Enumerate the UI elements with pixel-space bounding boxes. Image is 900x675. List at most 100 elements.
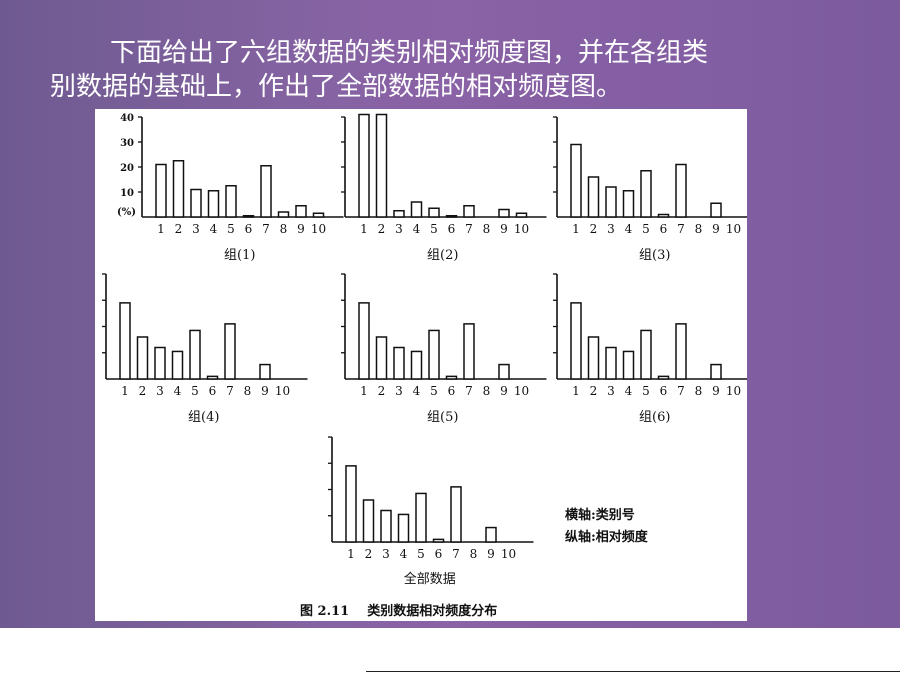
bar	[136, 336, 149, 380]
x-tick-label: 5	[430, 222, 438, 236]
x-tick-label: 2	[378, 384, 386, 398]
x-tick-label: 1	[572, 222, 580, 236]
x-tick-label: 10	[514, 222, 529, 236]
x-tick-label: 8	[470, 547, 478, 561]
x-tick-label: 3	[607, 384, 615, 398]
bar	[710, 363, 722, 380]
x-tick-label: 1	[121, 384, 129, 398]
bar	[380, 509, 392, 543]
bar	[675, 323, 687, 380]
bar	[259, 363, 271, 380]
x-tick-label: 7	[226, 384, 234, 398]
bar	[463, 323, 475, 380]
x-tick-label: 9	[297, 222, 305, 236]
bar	[640, 170, 652, 218]
legend-x-axis: 横轴:类别号	[565, 507, 635, 523]
x-tick-label: 10	[275, 384, 290, 398]
bar	[190, 188, 202, 218]
bar	[622, 350, 635, 380]
x-tick-label: 7	[677, 384, 685, 398]
bar	[277, 211, 290, 218]
figure-svg: 横轴:类别号 纵轴:相对频度 图 2.11 类别数据相对频度分布 40 30 20 1…	[102, 113, 747, 619]
x-tick-label: 1	[360, 222, 368, 236]
x-tick-label: 5	[227, 222, 235, 236]
bar	[657, 213, 670, 218]
chart-title: 组(2)	[427, 248, 458, 263]
bar	[570, 143, 582, 218]
bar	[587, 176, 600, 218]
bar	[498, 363, 510, 380]
y-tick-label: 40	[120, 113, 134, 124]
x-tick-label: 6	[435, 547, 443, 561]
x-tick-label: 9	[712, 384, 720, 398]
x-tick-label: 4	[400, 547, 408, 561]
bar	[155, 163, 167, 218]
bar	[498, 208, 510, 218]
x-tick-label: 3	[192, 222, 200, 236]
bar	[410, 350, 423, 380]
chart-title: 全部数据	[404, 571, 456, 587]
bar	[570, 302, 582, 380]
x-tick-label: 3	[156, 384, 164, 398]
x-tick-label: 5	[430, 384, 438, 398]
bottom-divider	[366, 671, 900, 672]
chart-title: 组(6)	[639, 410, 670, 425]
figure-caption: 图 2.11 类别数据相对频度分布	[300, 603, 497, 619]
bar	[242, 215, 255, 218]
x-tick-label: 6	[209, 384, 217, 398]
y-tick-label: 20	[120, 163, 134, 174]
x-tick-label: 9	[712, 222, 720, 236]
x-tick-label: 6	[245, 222, 253, 236]
bar	[207, 190, 220, 218]
x-tick-label: 2	[378, 222, 386, 236]
bar	[605, 346, 617, 380]
x-tick-label: 8	[483, 222, 491, 236]
x-tick-label: 5	[642, 222, 650, 236]
x-tick-label: 4	[625, 222, 633, 236]
x-tick-label: 3	[607, 222, 615, 236]
x-tick-label: 6	[448, 222, 456, 236]
intro-text: 下面给出了六组数据的类别相对频度图，并在各组类 别数据的基础上，作出了全部数据的…	[50, 36, 850, 104]
x-tick-label: 6	[660, 384, 668, 398]
bar	[171, 350, 184, 380]
bar	[415, 492, 427, 543]
x-tick-label: 6	[660, 222, 668, 236]
bar	[710, 202, 722, 218]
x-tick-label: 2	[590, 384, 598, 398]
x-tick-label: 7	[452, 547, 460, 561]
bar	[189, 329, 201, 380]
x-tick-label: 9	[500, 384, 508, 398]
chart-title: 组(1)	[224, 248, 255, 263]
x-tick-label: 7	[465, 222, 473, 236]
bar	[358, 302, 370, 380]
bar	[605, 186, 617, 218]
x-tick-label: 8	[483, 384, 491, 398]
x-tick-label: 1	[157, 222, 165, 236]
bar	[410, 201, 423, 218]
x-tick-label: 3	[395, 222, 403, 236]
x-tick-label: 4	[413, 384, 421, 398]
bar	[587, 336, 600, 380]
bar	[445, 375, 458, 380]
bar	[345, 465, 357, 543]
bar	[393, 210, 405, 218]
bar	[295, 205, 307, 218]
x-tick-label: 8	[244, 384, 252, 398]
x-tick-label: 2	[175, 222, 183, 236]
bar	[640, 329, 652, 380]
bar	[362, 499, 375, 543]
bar	[428, 329, 440, 380]
bar	[622, 190, 635, 218]
bar	[206, 375, 219, 380]
bar	[119, 302, 131, 380]
bar	[375, 113, 388, 218]
bar	[172, 160, 185, 218]
intro-line-2: 别数据的基础上，作出了全部数据的相对频度图。	[50, 72, 623, 102]
x-tick-label: 2	[590, 222, 598, 236]
x-tick-label: 9	[487, 547, 495, 561]
x-tick-label: 8	[695, 222, 703, 236]
chart-title: 组(4)	[188, 410, 219, 425]
bar	[393, 346, 405, 380]
x-tick-label: 4	[413, 222, 421, 236]
x-tick-label: 3	[395, 384, 403, 398]
